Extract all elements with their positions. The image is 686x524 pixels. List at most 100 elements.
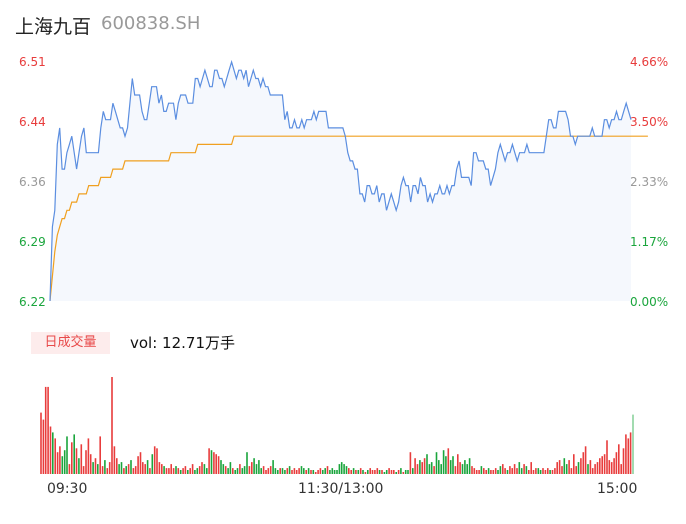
volume-bar	[499, 466, 502, 474]
volume-bar	[182, 468, 184, 474]
volume-bar	[224, 466, 227, 474]
x-tick-midday: 11:30/13:00	[298, 481, 384, 497]
volume-bar	[300, 466, 303, 474]
volume-bar	[338, 464, 341, 474]
volume-bar	[265, 470, 267, 474]
volume-bar	[561, 466, 563, 474]
y-right-tick-0: 4.66%	[630, 55, 669, 69]
volume-bar	[478, 470, 480, 474]
volume-bar	[568, 460, 570, 474]
volume-bar	[198, 466, 201, 474]
volume-bar	[345, 466, 348, 474]
volume-bar	[535, 468, 537, 474]
volume-bar	[573, 454, 575, 474]
volume-bar	[620, 464, 622, 474]
volume-bar	[416, 464, 419, 474]
x-tick-open: 09:30	[47, 481, 88, 497]
volume-bar	[589, 460, 592, 474]
volume-bar	[625, 434, 627, 474]
volume-bar	[210, 450, 213, 474]
volume-bar	[97, 464, 99, 474]
volume-bar	[156, 448, 158, 474]
volume-bar	[352, 468, 355, 474]
volume-bar	[518, 462, 521, 474]
volume-bar	[563, 458, 566, 474]
y-left-tick-0: 6.51	[19, 55, 46, 69]
volume-bar	[293, 468, 296, 474]
volume-bar	[71, 442, 73, 474]
volume-bar	[475, 470, 478, 474]
volume-bar	[376, 468, 379, 474]
volume-bar	[468, 458, 471, 474]
volume-tab[interactable]: 日成交量	[31, 332, 110, 354]
volume-bar	[291, 470, 293, 474]
volume-bar	[407, 470, 409, 474]
volume-bar	[421, 462, 423, 474]
volume-bar	[165, 468, 168, 474]
volume-bar	[584, 446, 587, 474]
volume-bar	[274, 468, 277, 474]
volume-bar	[47, 386, 49, 474]
volume-bar	[191, 464, 194, 474]
volume-bar	[426, 454, 428, 474]
volume-bar	[629, 432, 632, 474]
volume-bar	[523, 464, 525, 474]
volume-bar	[565, 464, 568, 474]
volume-bar	[149, 468, 151, 474]
volume-bar	[502, 464, 504, 474]
y-right-tick-4: 0.00%	[630, 295, 669, 309]
volume-bar	[485, 470, 487, 474]
volume-bar	[556, 462, 558, 474]
volume-bar	[402, 472, 405, 474]
volume-bar	[447, 448, 450, 474]
volume-bar	[537, 468, 540, 474]
volume-bar	[362, 470, 364, 474]
volume-bar	[542, 468, 544, 474]
y-right-tick-1: 3.50%	[630, 115, 669, 129]
volume-bar	[277, 470, 279, 474]
volume-bar	[442, 450, 445, 474]
volume-bar	[608, 460, 611, 474]
x-tick-close: 15:00	[597, 481, 638, 497]
volume-bar	[203, 464, 206, 474]
volume-bar	[340, 462, 343, 474]
y-left-tick-2: 6.36	[19, 175, 46, 189]
volume-bar	[371, 470, 374, 474]
volume-bar	[206, 468, 208, 474]
volume-bar	[312, 470, 315, 474]
volume-bar	[267, 468, 270, 474]
volume-bar	[506, 470, 509, 474]
volume-bar	[494, 468, 497, 474]
volume-bar	[355, 470, 357, 474]
volume-bar	[430, 462, 433, 474]
volume-bar	[388, 468, 390, 474]
volume-bar	[558, 460, 561, 474]
volume-bar	[134, 466, 137, 474]
volume-bar	[146, 460, 149, 474]
volume-bar	[175, 466, 177, 474]
volume-bar	[582, 452, 585, 474]
volume-bar	[551, 470, 554, 474]
volume-bar	[168, 468, 170, 474]
volume-bar	[108, 462, 111, 474]
volume-bar	[201, 462, 203, 474]
volume-bar	[333, 470, 336, 474]
volume-bar	[414, 458, 416, 474]
volume-bar	[385, 470, 388, 474]
volume-bar	[554, 468, 556, 474]
volume-bar	[288, 466, 291, 474]
volume-bar	[279, 468, 281, 474]
volume-bar	[78, 458, 80, 474]
volume-bar	[68, 464, 71, 474]
volume-bar	[336, 470, 338, 474]
volume-bar	[601, 456, 603, 474]
volume-bar	[104, 460, 106, 474]
y-right-tick-3: 1.17%	[630, 235, 669, 249]
volume-bar	[449, 460, 452, 474]
volume-bar	[615, 452, 618, 474]
volume-bar	[222, 464, 225, 474]
volume-bar	[281, 468, 284, 474]
volume-bar	[246, 452, 248, 474]
volume-bar	[184, 466, 187, 474]
volume-bar	[603, 454, 606, 474]
